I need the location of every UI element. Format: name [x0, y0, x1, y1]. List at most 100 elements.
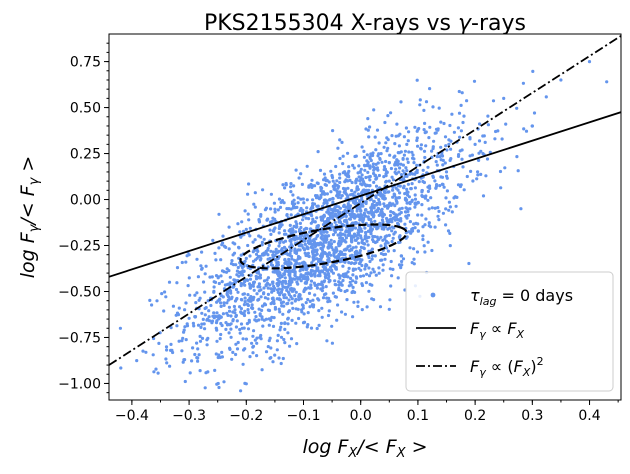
- data-point: [294, 168, 298, 172]
- data-point: [368, 174, 372, 179]
- y-tick-label: 0.00: [70, 193, 101, 209]
- data-point: [386, 146, 390, 150]
- data-point: [340, 239, 344, 243]
- data-point: [402, 135, 406, 139]
- data-point: [288, 253, 292, 257]
- data-point: [337, 286, 341, 290]
- data-point: [369, 152, 373, 156]
- data-point: [355, 209, 359, 213]
- data-point: [304, 216, 308, 220]
- data-point: [228, 275, 232, 279]
- data-point: [204, 306, 208, 310]
- data-point: [290, 318, 294, 322]
- data-point: [317, 197, 322, 201]
- data-point: [350, 180, 354, 185]
- legend-box: [405, 271, 614, 392]
- data-point: [351, 267, 355, 271]
- data-point: [431, 105, 435, 109]
- data-point: [207, 319, 212, 323]
- scatter-points: [118, 60, 609, 393]
- data-point: [279, 335, 284, 339]
- data-point: [450, 112, 454, 116]
- data-point: [442, 185, 446, 189]
- data-point: [260, 240, 264, 244]
- data-point: [415, 136, 419, 140]
- x-tick-label: 0.2: [464, 408, 486, 424]
- data-point: [383, 242, 387, 246]
- data-point: [272, 316, 276, 320]
- data-point: [277, 255, 281, 259]
- data-point: [398, 212, 402, 216]
- data-point: [321, 296, 326, 300]
- data-point: [209, 303, 213, 308]
- data-point: [302, 288, 307, 292]
- data-point: [259, 288, 263, 292]
- data-point: [307, 254, 311, 259]
- data-point: [250, 341, 254, 345]
- data-point: [217, 212, 221, 216]
- data-point: [177, 306, 181, 310]
- data-point: [275, 251, 279, 255]
- data-point: [238, 230, 242, 234]
- data-point: [175, 311, 180, 315]
- data-point: [394, 171, 398, 176]
- data-point: [338, 138, 342, 142]
- data-point: [348, 212, 352, 217]
- data-point: [343, 189, 347, 193]
- data-point: [305, 198, 309, 202]
- data-point: [233, 308, 237, 312]
- data-point: [226, 282, 230, 286]
- data-point: [249, 283, 253, 288]
- data-point: [233, 299, 238, 303]
- data-point: [169, 326, 173, 330]
- data-point: [227, 269, 231, 273]
- data-point: [188, 371, 192, 375]
- data-point: [423, 223, 427, 227]
- data-point: [359, 274, 363, 278]
- data-point: [386, 241, 390, 245]
- data-point: [408, 202, 412, 206]
- data-point: [326, 313, 331, 318]
- data-point: [281, 279, 285, 283]
- data-point: [391, 236, 395, 240]
- data-point: [403, 196, 408, 200]
- data-point: [210, 275, 214, 279]
- data-point: [182, 358, 186, 362]
- data-point: [361, 178, 365, 182]
- data-point: [262, 318, 266, 322]
- data-point: [299, 225, 303, 230]
- data-point: [372, 171, 376, 176]
- data-point: [345, 298, 349, 302]
- data-point: [230, 357, 234, 361]
- data-point: [382, 145, 386, 149]
- data-point: [284, 296, 288, 300]
- data-point: [381, 268, 385, 272]
- data-point: [407, 130, 411, 134]
- data-point: [477, 158, 481, 162]
- data-point: [197, 298, 201, 302]
- data-point: [204, 264, 208, 268]
- data-point: [160, 292, 164, 296]
- data-point: [192, 324, 196, 328]
- data-point: [335, 318, 339, 322]
- data-point: [177, 339, 181, 343]
- data-point: [261, 324, 265, 328]
- data-point: [261, 304, 265, 308]
- data-point: [301, 268, 305, 272]
- data-point: [219, 332, 223, 337]
- data-point: [300, 182, 304, 186]
- data-point: [253, 205, 257, 209]
- data-point: [251, 334, 255, 338]
- data-point: [367, 135, 371, 139]
- data-point: [191, 346, 195, 350]
- data-point: [380, 258, 384, 262]
- data-point: [186, 284, 190, 288]
- data-point: [246, 243, 250, 248]
- data-point: [291, 306, 295, 310]
- data-point: [241, 337, 245, 341]
- data-point: [353, 226, 358, 230]
- data-point: [365, 239, 369, 243]
- data-point: [384, 225, 388, 229]
- data-point: [346, 245, 350, 249]
- data-point: [296, 282, 300, 286]
